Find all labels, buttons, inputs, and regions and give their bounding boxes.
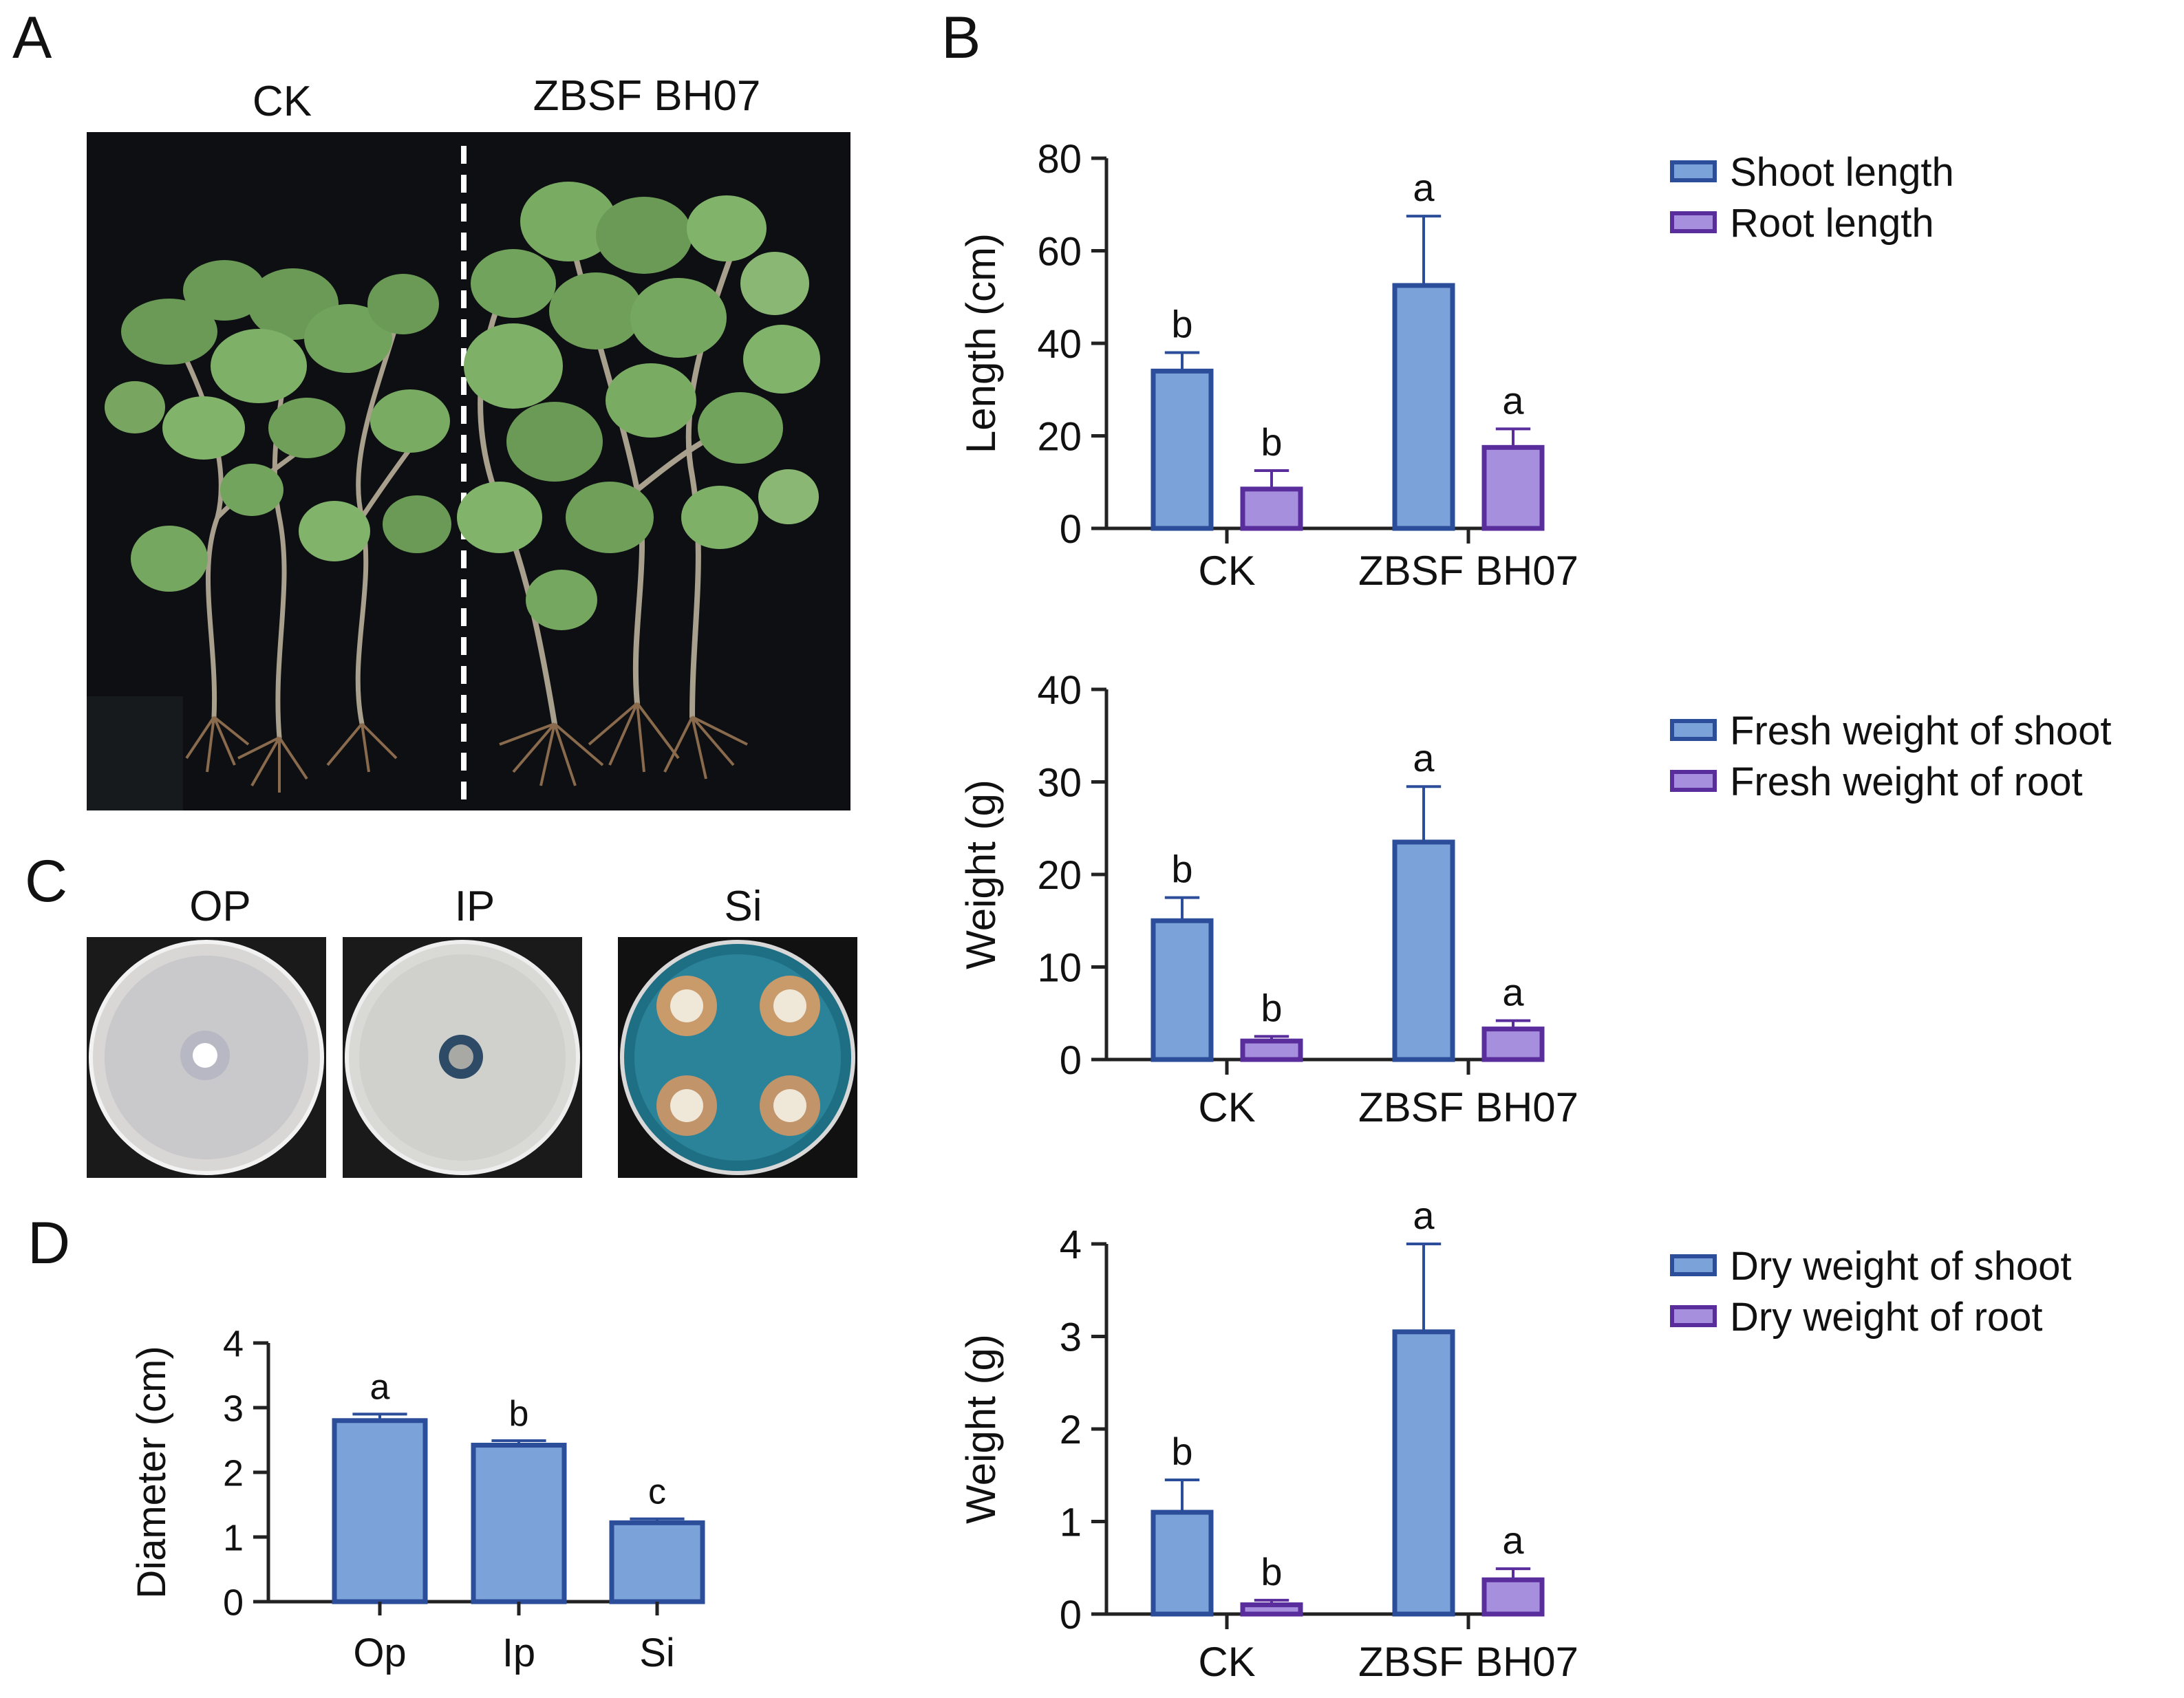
y-tick-label: 3 (1060, 1315, 1082, 1360)
legend-label: Dry weight of shoot (1730, 1244, 2071, 1289)
plate-photo-ip (343, 937, 582, 1178)
bar-shoot-0 (1150, 918, 1214, 1062)
photo-label-ck: CK (252, 78, 312, 125)
panel-letter-b: B (941, 5, 981, 71)
panel-letter-c: C (25, 848, 68, 914)
y-axis-label: Weight (g) (958, 780, 1004, 969)
significance-letter: a (370, 1367, 390, 1407)
plate-photo-op (87, 937, 326, 1178)
x-tick-label: CK (1198, 548, 1255, 594)
legend-label: Dry weight of root (1730, 1295, 2043, 1340)
legend-swatch (1670, 719, 1717, 741)
legend-swatch (1670, 1305, 1717, 1327)
bar-value-2 (609, 1520, 705, 1604)
y-tick-label: 2 (223, 1452, 244, 1494)
y-axis-label: Weight (g) (958, 1334, 1004, 1524)
significance-letter: a (1413, 736, 1435, 780)
legend-label: Fresh weight of shoot (1730, 709, 2112, 753)
y-axis-label: Diameter (cm) (129, 1346, 174, 1598)
diameter-chart: 0 1 2 3 4 Diameter (cm) a Op b Ip c Si (129, 1323, 705, 1675)
significance-letter: a (1413, 166, 1435, 209)
y-tick-label: 60 (1037, 229, 1082, 274)
significance-letter: c (648, 1472, 666, 1512)
significance-letter: b (1261, 986, 1282, 1029)
y-tick-label: 30 (1037, 760, 1082, 805)
y-tick-label: 4 (1060, 1223, 1082, 1267)
x-tick-label: Op (353, 1631, 406, 1675)
legend-swatch (1670, 1254, 1717, 1276)
y-tick-label: 4 (223, 1323, 244, 1364)
bar-root-0 (1240, 1602, 1303, 1617)
bar-shoot-1 (1392, 283, 1455, 531)
legend-label: Shoot length (1730, 150, 1954, 195)
plate-label-ip: IP (454, 883, 495, 930)
significance-letter: b (1261, 1550, 1282, 1593)
x-tick-label: Ip (502, 1631, 535, 1675)
dry-weight-chart: 0 1 2 3 4 Weight (g) b b CK a a ZBSF BH07 Dry weight… (958, 1194, 2071, 1685)
x-tick-label: CK (1198, 1084, 1255, 1130)
y-tick-label: 40 (1037, 322, 1082, 367)
y-tick-label: 0 (1060, 1038, 1082, 1083)
y-tick-label: 0 (1060, 1593, 1082, 1637)
x-tick-label: ZBSF BH07 (1358, 1639, 1578, 1685)
y-tick-label: 40 (1037, 674, 1082, 713)
significance-letter: b (1171, 1430, 1192, 1473)
y-tick-label: 1 (223, 1517, 244, 1558)
significance-letter: b (509, 1394, 529, 1434)
significance-letter: a (1502, 971, 1524, 1014)
x-tick-label: Si (639, 1631, 675, 1675)
bar-shoot-0 (1150, 368, 1214, 531)
legend-swatch (1670, 770, 1717, 792)
bar-shoot-1 (1392, 1329, 1455, 1617)
legend-label: Fresh weight of root (1730, 760, 2083, 804)
y-tick-label: 1 (1060, 1500, 1082, 1545)
y-tick-label: 2 (1060, 1408, 1082, 1452)
y-tick-label: 10 (1037, 945, 1082, 990)
bar-root-1 (1481, 1577, 1545, 1617)
x-tick-label: CK (1198, 1639, 1255, 1685)
significance-letter: b (1261, 420, 1282, 464)
bar-shoot-0 (1150, 1509, 1214, 1617)
legend-swatch (1670, 160, 1717, 182)
significance-letter: b (1171, 302, 1192, 345)
plate-label-op: OP (189, 883, 251, 930)
fresh-weight-chart: 0 10 20 30 40 Weight (g) b b CK a a ZBSF BH07 Fresh … (958, 674, 2112, 1130)
plant-photo (87, 132, 850, 810)
legend-swatch (1670, 211, 1717, 233)
significance-letter: a (1502, 1518, 1524, 1562)
y-tick-label: 80 (1037, 138, 1082, 182)
panel-letter-d: D (28, 1210, 71, 1276)
plate-label-si: Si (724, 883, 762, 930)
significance-letter: b (1171, 848, 1192, 891)
panel-letter-a: A (12, 5, 52, 71)
bar-value-1 (471, 1443, 567, 1604)
y-tick-label: 3 (223, 1388, 244, 1429)
bar-value-0 (332, 1418, 428, 1604)
bar-root-0 (1240, 486, 1303, 531)
y-tick-label: 20 (1037, 414, 1082, 459)
significance-letter: a (1502, 378, 1524, 422)
bar-shoot-1 (1392, 839, 1455, 1062)
x-tick-label: ZBSF BH07 (1358, 548, 1578, 594)
y-tick-label: 0 (223, 1582, 244, 1623)
bar-root-1 (1481, 444, 1545, 531)
bar-root-0 (1240, 1038, 1303, 1062)
x-tick-label: ZBSF BH07 (1358, 1084, 1578, 1130)
y-axis-label: Length (cm) (958, 233, 1004, 453)
y-tick-label: 0 (1060, 507, 1082, 552)
photo-label-zbsf: ZBSF BH07 (533, 72, 761, 120)
bar-root-1 (1481, 1027, 1545, 1062)
significance-letter: a (1413, 1194, 1435, 1237)
legend-label: Root length (1730, 201, 1934, 246)
length-chart: 0 20 40 60 80 Length (cm) b b CK a a ZBSF BH07 Shoot… (958, 138, 1954, 594)
plate-photo-si (618, 937, 857, 1178)
y-tick-label: 20 (1037, 853, 1082, 898)
